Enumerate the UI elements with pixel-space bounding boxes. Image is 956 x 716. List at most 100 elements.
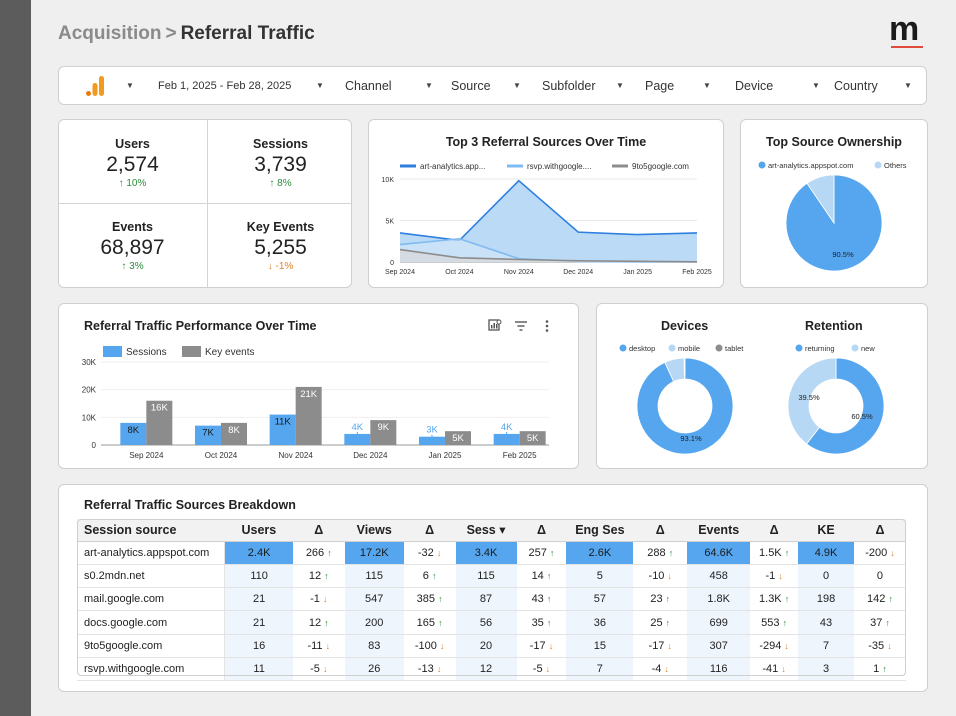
data-label: 9K — [378, 422, 390, 433]
table-row[interactable]: docs.google.com 21 12 ↑ 200 165 ↑ 56 35 ↑ 36 25 … — [77, 610, 906, 635]
metric-cell: 110 — [224, 564, 293, 589]
arrow-up-icon: ↑ — [324, 617, 329, 628]
arrow-up-icon: ↑ — [327, 547, 332, 558]
data-source-selector[interactable]: ▼ — [85, 67, 135, 104]
kpi-value: 68,897 — [100, 236, 165, 259]
legend-dot — [795, 344, 803, 352]
delta-cell: -10 ↓ — [633, 564, 688, 589]
breadcrumb-acquisition[interactable]: Acquisition — [58, 23, 162, 44]
column-header[interactable]: Δ — [403, 519, 456, 542]
arrow-down-icon: ↓ — [887, 640, 892, 651]
legend-dot — [874, 161, 882, 169]
kpi-label: Sessions — [253, 137, 308, 151]
legend-swatch — [103, 346, 122, 357]
delta-cell: -11 ↓ — [292, 634, 345, 658]
arrow-down-icon: ↓ — [439, 640, 445, 651]
table-row[interactable]: art-analytics.appspot.com 2.4K 266 ↑ 17.2K -… — [77, 541, 906, 565]
metric-cell: 116 — [687, 657, 751, 682]
table-title: Referral Traffic Sources Breakdown — [84, 498, 296, 512]
pie-slice — [806, 174, 835, 225]
legend-label: 9to5google.com — [632, 162, 689, 171]
legend-dot — [851, 344, 859, 352]
delta-cell: 23 ↑ — [633, 587, 688, 612]
metric-cell: 547 — [344, 587, 404, 612]
arrow-down-icon: ↓ — [325, 640, 331, 651]
x-tick-label: Nov 2024 — [504, 269, 534, 276]
filter-page[interactable]: Page ▼ — [645, 67, 713, 104]
devices-retention-card: Devices Retention desktop mobile tablet 93.… — [596, 303, 928, 469]
arrow-down-icon: ↓ — [664, 664, 669, 675]
y-tick-label: 30K — [82, 358, 97, 367]
filter-subfolder[interactable]: Subfolder ▼ — [542, 67, 626, 104]
kpi-users: Users 2,574 ↑ 10% — [59, 120, 206, 202]
breadcrumb-separator: > — [165, 23, 177, 44]
page-title: Acquisition > Referral Traffic — [58, 23, 315, 45]
column-header[interactable]: Views — [344, 519, 404, 542]
table-row[interactable]: 9to5google.com 16 -11 ↓ 83 -100 ↓ 20 -17 ↓ 15 -1… — [77, 634, 906, 658]
column-header[interactable]: Δ — [633, 519, 688, 542]
metric-cell: 2.6K — [566, 541, 634, 565]
filter-icon[interactable] — [514, 319, 528, 333]
filter-source[interactable]: Source ▼ — [451, 67, 523, 104]
delta-cell: 1 ↑ — [853, 657, 906, 682]
delta-cell: 12 ↑ — [292, 610, 345, 635]
legend-label: desktop — [629, 344, 655, 353]
metric-cell: 458 — [687, 564, 751, 589]
metric-cell: 198 — [798, 587, 854, 612]
date-range-selector[interactable]: Feb 1, 2025 - Feb 28, 2025 ▼ — [158, 67, 328, 104]
kpi-card: Users 2,574 ↑ 10% Sessions 3,739 ↑ 8% Ev… — [58, 119, 352, 288]
column-header[interactable]: Δ — [516, 519, 567, 542]
filter-bar: ▼ Feb 1, 2025 - Feb 28, 2025 ▼ Channel ▼… — [58, 66, 927, 105]
legend-label: Key events — [205, 347, 254, 358]
performance-bar-chart: 0 10K 20K 30K Sessions Key events 8K 16K Sep 202… — [82, 346, 549, 460]
column-header[interactable]: Δ — [750, 519, 799, 542]
chart-settings-icon[interactable] — [488, 319, 502, 333]
column-header[interactable]: KE — [798, 519, 854, 542]
data-label: 16K — [151, 403, 169, 414]
table-row[interactable]: rsvp.withgoogle.com 11 -5 ↓ 26 -13 ↓ 12 -5 ↓ 7-… — [77, 657, 906, 682]
bar-sessions — [419, 436, 445, 445]
delta-cell: 0 — [853, 564, 906, 589]
delta-cell: -13 ↓ — [403, 657, 456, 682]
filter-country[interactable]: Country ▼ — [834, 67, 914, 104]
chevron-down-icon: ▼ — [904, 81, 912, 90]
pie-slice — [787, 357, 837, 445]
slice-label: 39.5% — [798, 393, 820, 402]
filter-device[interactable]: Device ▼ — [735, 67, 820, 104]
filter-label: Subfolder — [542, 78, 596, 93]
legend-label: rsvp.withgoogle.... — [527, 162, 591, 171]
column-header[interactable]: Session source — [77, 519, 225, 542]
kpi-delta: ↓ -1% — [207, 261, 354, 272]
filter-label: Country — [834, 78, 878, 93]
arrow-up-icon: ↑ — [546, 594, 552, 605]
bar-key-events — [146, 400, 173, 445]
delta-cell: 43 ↑ — [516, 587, 567, 612]
delta-cell: -17 ↓ — [516, 634, 567, 658]
arrow-down-icon: ↓ — [322, 664, 328, 675]
delta-cell: 1.3K ↑ — [750, 587, 799, 612]
arrow-up-icon: ↑ — [782, 617, 788, 628]
more-options-icon[interactable] — [540, 319, 554, 333]
arrow-up-icon: ↑ — [118, 178, 124, 189]
column-header[interactable]: Eng Ses — [566, 519, 634, 542]
metric-cell: 0 — [798, 564, 854, 589]
column-header[interactable]: Events — [687, 519, 751, 542]
column-header[interactable]: Users — [224, 519, 293, 542]
table-row[interactable]: s0.2mdn.net 110 12 ↑ 115 6 ↑ 115 14 ↑ 5 -10 ↓ 458… — [77, 564, 906, 589]
metric-cell: 57 — [566, 587, 634, 612]
column-header[interactable]: Δ — [853, 519, 906, 542]
kpi-label: Events — [112, 220, 153, 234]
column-header[interactable]: Δ — [292, 519, 345, 542]
kpi-delta-value: -1% — [275, 261, 294, 272]
filter-channel[interactable]: Channel ▼ — [345, 67, 435, 104]
column-header[interactable]: Sess ▾ — [455, 519, 517, 542]
arrow-down-icon: ↓ — [667, 570, 673, 581]
legend-label: Others — [884, 161, 907, 170]
delta-cell: 1.5K ↑ — [750, 541, 799, 565]
slice-label: 90.5% — [832, 250, 854, 259]
arrow-down-icon: ↓ — [784, 640, 789, 651]
arrow-up-icon: ↑ — [546, 617, 552, 628]
table-row[interactable]: mail.google.com 21 -1 ↓ 547 385 ↑ 87 43 ↑ 57 23 … — [77, 587, 906, 612]
chart-title: Top Source Ownership — [766, 135, 902, 149]
metric-cell: 4.9K — [798, 541, 854, 565]
